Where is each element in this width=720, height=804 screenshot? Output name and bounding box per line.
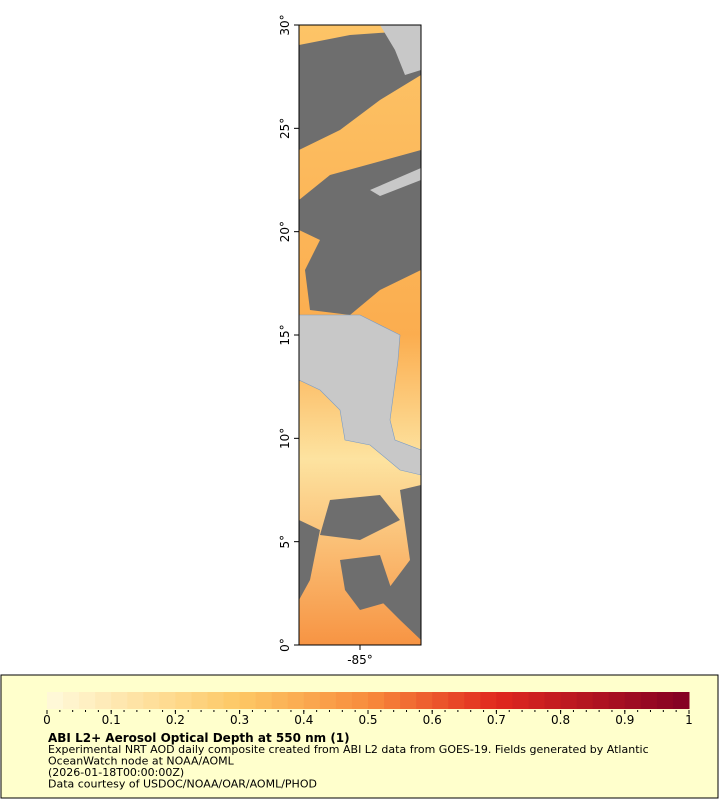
colorbar-cell bbox=[432, 692, 449, 709]
colorbar-cell bbox=[512, 692, 529, 709]
colorbar-cell bbox=[416, 692, 433, 709]
colorbar-cell bbox=[95, 692, 112, 709]
colorbar-tick-label: 0.4 bbox=[294, 713, 313, 727]
colorbar-tick-label: 0.5 bbox=[358, 713, 377, 727]
colorbar-cell bbox=[464, 692, 481, 709]
y-tick-label: 10° bbox=[278, 428, 292, 449]
colorbar-cell bbox=[544, 692, 562, 709]
colorbar-cell bbox=[351, 692, 369, 709]
land bbox=[299, 314, 421, 476]
colorbar-cell bbox=[207, 692, 225, 709]
cloud bbox=[299, 520, 320, 600]
colorbar-cell bbox=[608, 692, 626, 709]
colorbar-cell bbox=[656, 692, 674, 709]
legend-line: (2026-01-18T00:00:00Z) bbox=[48, 766, 184, 779]
colorbar-cell bbox=[576, 692, 594, 709]
colorbar-tick-label: 0.7 bbox=[487, 713, 506, 727]
x-tick-label: -85° bbox=[347, 653, 373, 667]
y-tick-label: 0° bbox=[278, 638, 292, 652]
colorbar-cell bbox=[624, 692, 642, 709]
cloud bbox=[299, 30, 421, 150]
legend-line: Experimental NRT AOD daily composite cre… bbox=[48, 743, 649, 756]
y-tick-label: 25° bbox=[278, 118, 292, 139]
colorbar-cell bbox=[319, 692, 337, 709]
colorbar: 0 0.1 0.2 0.3 0.4 0.5 0.6 0.7 0.8 0.9 1 bbox=[43, 692, 693, 727]
colorbar-tick-label: 0.9 bbox=[615, 713, 634, 727]
colorbar-cell bbox=[175, 692, 192, 709]
colorbar-cell bbox=[480, 692, 497, 709]
colorbar-cell bbox=[63, 692, 80, 709]
legend-line: Data courtesy of USDOC/NOAA/OAR/AOML/PHO… bbox=[48, 778, 317, 791]
colorbar-cell bbox=[400, 692, 417, 709]
colorbar-cell bbox=[223, 692, 241, 709]
colorbar-tick-label: 0 bbox=[43, 713, 51, 727]
colorbar-cell bbox=[239, 692, 257, 709]
land bbox=[380, 25, 421, 75]
colorbar-cell bbox=[191, 692, 208, 709]
cloud bbox=[320, 495, 400, 540]
colorbar-cell bbox=[159, 692, 176, 709]
colorbar-cell bbox=[560, 692, 578, 709]
colorbar-tick-label: 1 bbox=[685, 713, 693, 727]
colorbar-cell bbox=[303, 692, 321, 709]
colorbar-tick-label: 0.6 bbox=[423, 713, 442, 727]
colorbar-cell bbox=[368, 692, 385, 709]
colorbar-cell bbox=[287, 692, 305, 709]
y-tick-label: 15° bbox=[278, 324, 292, 345]
y-tick-label: 20° bbox=[278, 221, 292, 242]
y-tick-label: 30° bbox=[278, 14, 292, 35]
y-tick-label: 5° bbox=[278, 535, 292, 549]
colorbar-cell bbox=[672, 692, 690, 709]
cloud bbox=[340, 555, 395, 610]
colorbar-tick-label: 0.2 bbox=[166, 713, 185, 727]
colorbar-cell bbox=[79, 692, 96, 709]
land bbox=[370, 168, 421, 196]
colorbar-cell bbox=[592, 692, 610, 709]
colorbar-cell bbox=[496, 692, 513, 709]
colorbar-tick-label: 0.3 bbox=[230, 713, 249, 727]
legend-title: ABI L2+ Aerosol Optical Depth at 550 nm … bbox=[48, 731, 350, 745]
colorbar-cell bbox=[143, 692, 160, 709]
map-image bbox=[299, 25, 421, 645]
legend-line: OceanWatch node at NOAA/AOML bbox=[48, 755, 235, 768]
legend-text: Experimental NRT AOD daily composite cre… bbox=[48, 743, 649, 791]
colorbar-tick-label: 0.8 bbox=[551, 713, 570, 727]
colorbar-cell bbox=[47, 692, 64, 709]
colorbar-cell bbox=[384, 692, 401, 709]
colorbar-tick-label: 0.1 bbox=[102, 713, 121, 727]
colorbar-cell bbox=[528, 692, 546, 709]
colorbar-cell bbox=[448, 692, 465, 709]
colorbar-cell bbox=[640, 692, 658, 709]
axes: 0° 5° 10° 15° 20° 25° 30° -85° bbox=[278, 14, 373, 667]
colorbar-cell bbox=[111, 692, 128, 709]
colorbar-cell bbox=[271, 692, 289, 709]
colorbar-cell bbox=[335, 692, 353, 709]
colorbar-cell bbox=[255, 692, 273, 709]
colorbar-cell bbox=[127, 692, 144, 709]
